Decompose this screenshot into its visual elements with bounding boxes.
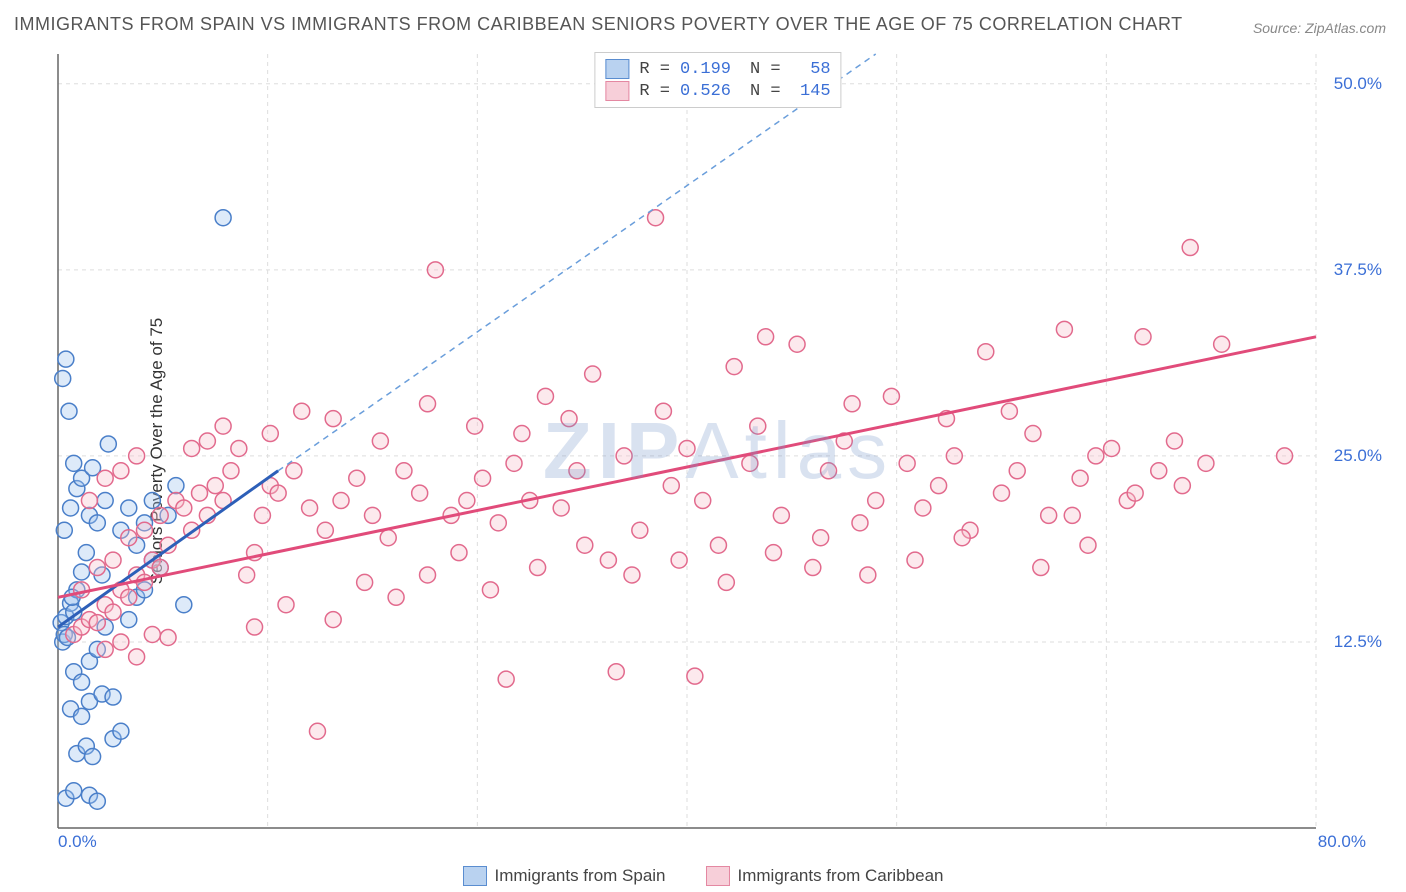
chart-title: IMMIGRANTS FROM SPAIN VS IMMIGRANTS FROM… [14,14,1183,35]
stats-r-value-1: 0.199 [680,60,740,79]
stats-legend-box: R = 0.199 N = 58 R = 0.526 N = 145 [594,52,841,108]
y-tick-label: 25.0% [1334,446,1382,466]
correlation-chart: Seniors Poverty Over the Age of 75 R = 0… [50,50,1386,852]
stats-n-value-2: 145 [791,82,831,101]
source-attribution: Source: ZipAtlas.com [1253,20,1386,36]
swatch-series-1 [605,59,629,79]
stats-n-label: N = [750,60,781,79]
stats-row-series-2: R = 0.526 N = 145 [605,81,830,101]
scatter-plot-svg [50,50,1386,852]
legend-item-1: Immigrants from Spain [463,866,666,886]
stats-row-series-1: R = 0.199 N = 58 [605,59,830,79]
stats-r-value-2: 0.526 [680,82,740,101]
legend-label-1: Immigrants from Spain [495,866,666,886]
stats-r-label: R = [639,82,670,101]
stats-n-value-1: 58 [791,60,831,79]
y-tick-label: 37.5% [1334,260,1382,280]
y-tick-label: 50.0% [1334,74,1382,94]
stats-n-label: N = [750,82,781,101]
bottom-legend: Immigrants from Spain Immigrants from Ca… [0,866,1406,886]
legend-label-2: Immigrants from Caribbean [738,866,944,886]
x-tick-label: 0.0% [58,832,97,852]
swatch-series-2 [605,81,629,101]
legend-swatch-1 [463,866,487,886]
legend-swatch-2 [706,866,730,886]
y-tick-label: 12.5% [1334,632,1382,652]
x-tick-label: 80.0% [1318,832,1366,852]
stats-r-label: R = [639,60,670,79]
legend-item-2: Immigrants from Caribbean [706,866,944,886]
